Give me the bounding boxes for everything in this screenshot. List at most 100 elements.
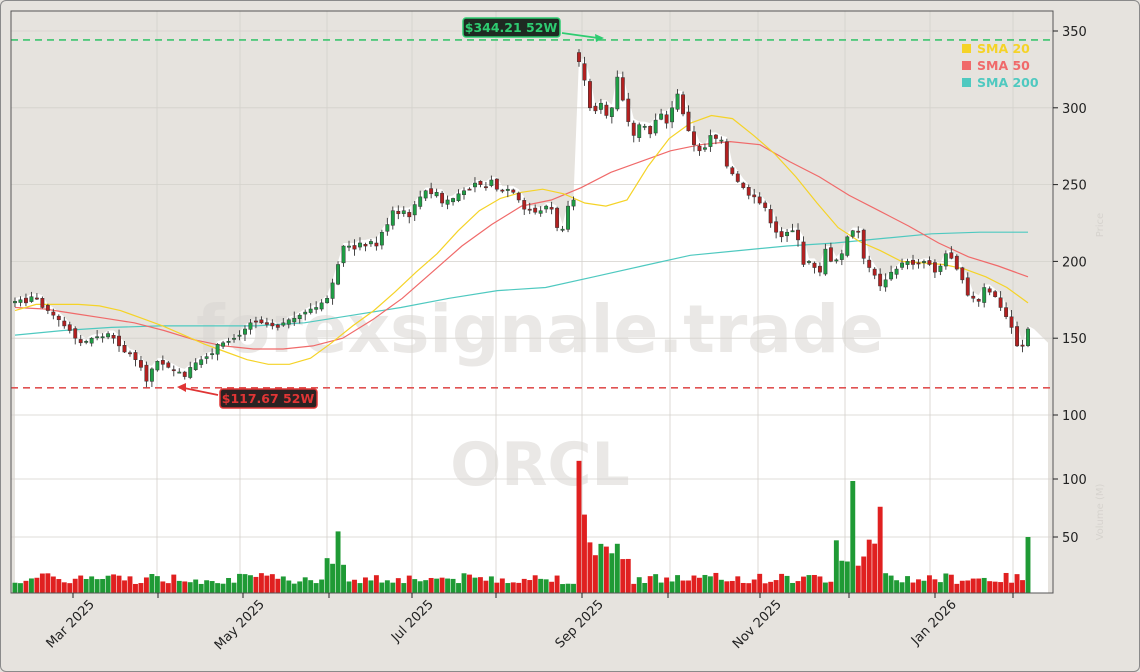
price-tick-label: 350 xyxy=(1062,25,1087,40)
volume-bar xyxy=(527,580,533,593)
volume-bar xyxy=(286,580,292,593)
candle xyxy=(166,360,171,369)
candle xyxy=(78,334,83,347)
watermark-text: forexsignale.trade xyxy=(196,291,884,368)
candle xyxy=(1020,339,1025,353)
volume-bar xyxy=(998,582,1004,593)
candle xyxy=(462,187,466,200)
volume-bar xyxy=(866,539,872,593)
candle xyxy=(637,122,642,142)
candle xyxy=(577,49,581,67)
candle xyxy=(708,129,713,152)
candle xyxy=(259,316,264,325)
volume-bar xyxy=(198,583,204,593)
candle xyxy=(352,239,357,256)
candle xyxy=(275,323,280,331)
volume-bar xyxy=(56,579,62,593)
volume-bar xyxy=(839,560,845,593)
volume-bar xyxy=(324,558,330,593)
candle xyxy=(620,71,625,102)
volume-bar xyxy=(499,578,505,593)
volume-bar xyxy=(450,578,456,593)
volume-bar xyxy=(598,543,604,593)
price-axis-label: Price xyxy=(1095,213,1106,237)
volume-bar xyxy=(28,578,34,593)
candle xyxy=(582,56,587,86)
volume-bar xyxy=(801,576,806,593)
volume-bar xyxy=(510,582,516,593)
volume-bar xyxy=(713,572,719,593)
candle xyxy=(861,228,866,265)
candle xyxy=(752,188,757,204)
volume-bar xyxy=(209,581,215,593)
candle xyxy=(297,313,302,324)
candle xyxy=(264,317,269,328)
candle xyxy=(45,303,50,315)
volume-bar xyxy=(165,583,171,593)
date-tick-label: Jul 2025 xyxy=(388,597,437,646)
volume-bar xyxy=(740,582,746,593)
volume-bar xyxy=(368,580,374,593)
legend-label-sma200: SMA 200 xyxy=(977,75,1039,90)
volume-bar xyxy=(806,575,812,593)
52w-high-badge xyxy=(462,17,561,38)
volume-bar xyxy=(888,575,894,593)
volume-bar xyxy=(127,576,133,593)
candle xyxy=(631,120,636,143)
candle xyxy=(883,273,888,292)
candle xyxy=(379,229,384,250)
plot-border xyxy=(10,10,1054,594)
volume-bar xyxy=(390,582,396,593)
volume-bar xyxy=(970,578,976,593)
price-tick-label: 100 xyxy=(1062,409,1087,424)
candle xyxy=(188,361,193,380)
volume-bar xyxy=(341,564,346,593)
volume-bar xyxy=(193,579,199,593)
volume-tick-label: 50 xyxy=(1062,531,1079,546)
volume-bar xyxy=(943,573,949,593)
volume-bar xyxy=(45,573,51,593)
volume-bar xyxy=(362,577,368,593)
volume-bar xyxy=(521,578,527,593)
candle xyxy=(615,70,620,112)
candle xyxy=(949,246,954,260)
candle xyxy=(330,278,335,305)
candle xyxy=(850,229,855,239)
volume-bar xyxy=(346,581,352,593)
volume-bar xyxy=(948,574,954,593)
volume-bar xyxy=(850,481,856,593)
volume-bar xyxy=(122,580,127,593)
volume-bar xyxy=(302,577,308,593)
candle xyxy=(965,272,970,297)
candle xyxy=(609,107,614,124)
volume-bar xyxy=(702,574,708,593)
candle xyxy=(675,89,680,112)
candle xyxy=(664,110,669,129)
volume-bar xyxy=(965,580,971,593)
candle xyxy=(177,368,182,374)
candle xyxy=(905,258,910,270)
volume-bar xyxy=(439,577,445,593)
candle xyxy=(527,202,532,215)
volume-bar xyxy=(171,574,177,593)
volume-bar xyxy=(795,581,801,593)
candle xyxy=(100,333,105,343)
candle xyxy=(642,123,647,131)
candle xyxy=(336,261,341,286)
candle xyxy=(697,143,702,156)
candle xyxy=(341,245,346,267)
volume-bar xyxy=(494,582,500,593)
legend: SMA 20 SMA 50 SMA 200 xyxy=(962,41,1039,90)
volume-bar xyxy=(105,575,111,593)
candle xyxy=(686,105,691,132)
candle xyxy=(292,311,297,326)
price-tick-label: 250 xyxy=(1062,179,1087,194)
volume-bar xyxy=(937,582,943,593)
candle xyxy=(122,341,127,353)
candle xyxy=(1009,310,1014,334)
volume-bar xyxy=(959,580,965,593)
candle xyxy=(900,258,904,270)
candle xyxy=(308,303,313,315)
volume-bar xyxy=(1020,580,1025,593)
